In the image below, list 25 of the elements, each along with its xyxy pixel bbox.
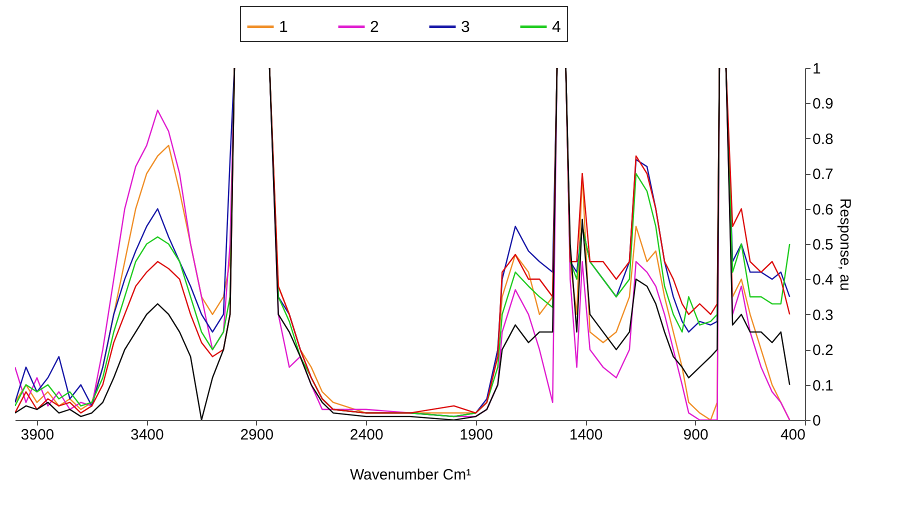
y-tick-label: 0.6 [812,201,834,218]
legend-label: 2 [370,18,379,36]
y-axis-title: Response, au [836,198,854,291]
y-tick-label: 0 [812,412,821,430]
x-tick-label: 2400 [350,426,384,444]
x-tick-label: 900 [683,426,708,444]
y-tick-label: 0.4 [812,272,834,289]
y-tick-label: 0.2 [812,342,834,360]
x-tick-label: 3400 [130,426,164,444]
y-tick-label: 0.8 [812,130,834,148]
y-tick-label: 0.7 [812,166,834,184]
legend-label: 1 [279,18,288,36]
y-tick-label: 0.9 [812,96,834,113]
legend-label: 4 [552,18,561,36]
x-tick-label: 2900 [240,426,274,444]
y-tick-label: 0.3 [812,306,834,324]
y-tick-label: 1 [812,60,821,78]
x-axis-title: Wavenumber Cm¹ [350,466,472,484]
legend-label: 3 [461,18,470,36]
x-tick-label: 400 [780,426,806,444]
y-tick-label: 0.5 [812,236,834,254]
x-tick-label: 3900 [20,426,54,444]
x-tick-label: 1900 [460,426,494,444]
y-tick-label: 0.1 [812,377,834,394]
x-tick-label: 1400 [569,426,603,444]
